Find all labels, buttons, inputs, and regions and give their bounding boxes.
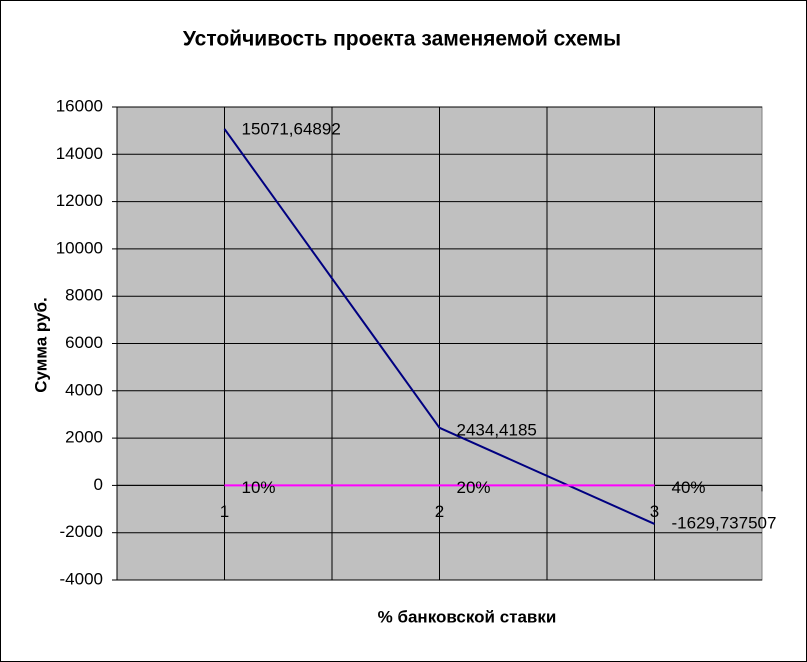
- data-label: 2434,4185: [457, 420, 537, 439]
- y-tick-label: 4000: [65, 380, 103, 399]
- x-tick-label: 1: [220, 502, 229, 521]
- data-label: 10%: [242, 478, 276, 497]
- x-tick-label: 2: [435, 502, 444, 521]
- series-line: [223, 128, 655, 525]
- y-tick-label: 10000: [56, 238, 103, 257]
- data-label: 40%: [672, 478, 706, 497]
- y-tick-label: -2000: [60, 522, 103, 541]
- y-tick-label: 12000: [56, 191, 103, 210]
- data-label: 20%: [457, 478, 491, 497]
- x-tick-label: 3: [650, 502, 659, 521]
- data-label: -1629,737507: [672, 513, 777, 532]
- y-tick-label: 14000: [56, 144, 103, 163]
- y-axis-title: Сумма руб.: [31, 297, 50, 392]
- data-label: 15071,64892: [242, 119, 341, 138]
- y-tick-label: 2000: [65, 428, 103, 447]
- chart-title: Устойчивость проекта заменяемой схемы: [183, 28, 621, 51]
- y-tick-label: 6000: [65, 333, 103, 352]
- y-tick-label: 0: [94, 475, 103, 494]
- y-tick-label: 8000: [65, 286, 103, 305]
- y-tick-label: -4000: [60, 569, 103, 588]
- x-axis-title: % банковской ставки: [378, 607, 557, 626]
- y-tick-label: 16000: [56, 96, 103, 115]
